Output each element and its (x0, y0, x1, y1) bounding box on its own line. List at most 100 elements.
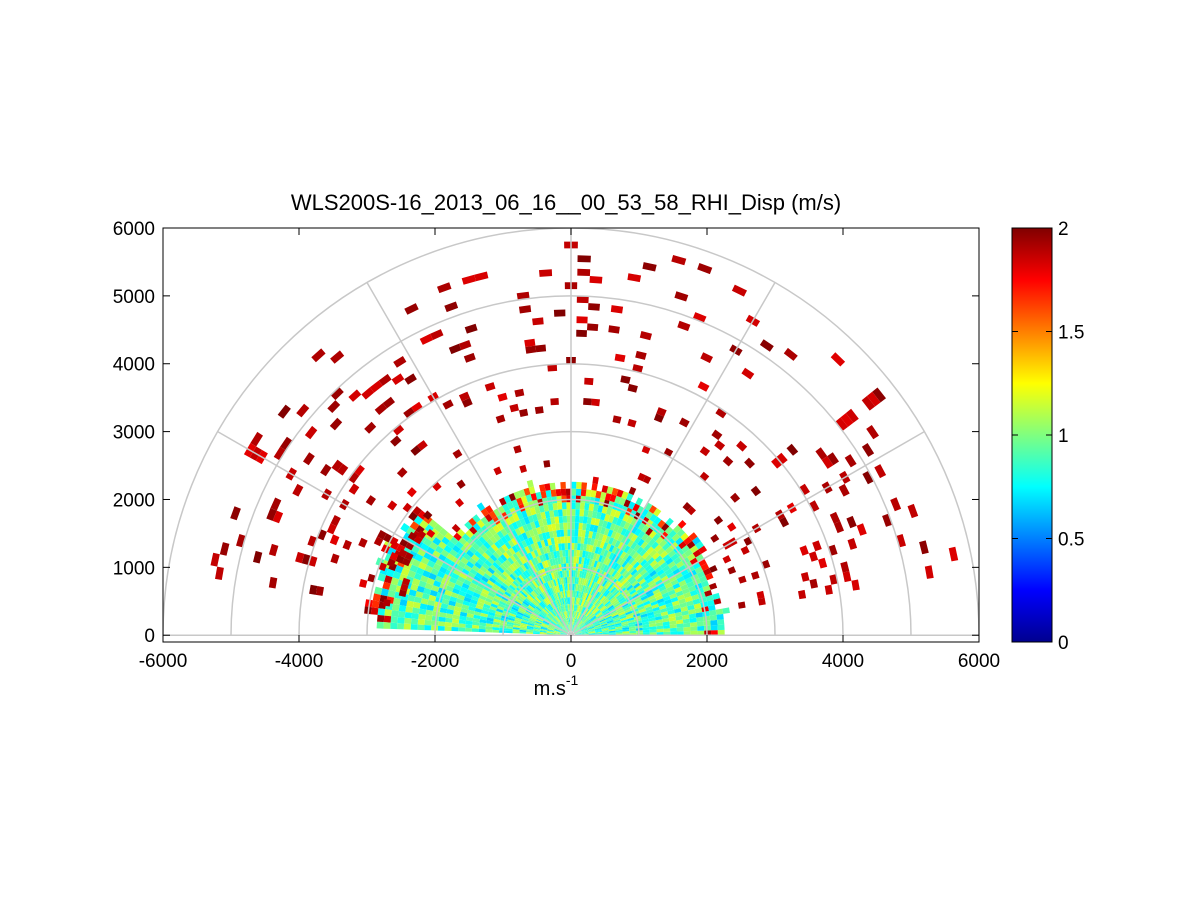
scan-cell (641, 508, 649, 517)
scan-cell (594, 546, 600, 554)
scan-cell (604, 493, 612, 501)
scan-cell (567, 617, 570, 625)
scan-cell (598, 562, 604, 570)
scan-cell (577, 605, 581, 612)
scan-cell (614, 621, 622, 625)
scan-cell (587, 551, 592, 559)
scan-cell (554, 627, 562, 631)
scan-cell (847, 538, 858, 550)
scan-cell (494, 613, 502, 618)
scan-cell (454, 602, 463, 608)
scan-cell (403, 407, 415, 419)
scan-cell (563, 604, 566, 612)
angle-spoke (570, 430, 925, 636)
scan-cell (424, 582, 433, 590)
scan-cell (413, 572, 423, 581)
scan-cell (541, 561, 547, 569)
scan-cell (556, 529, 561, 538)
scan-cell (515, 615, 523, 620)
scan-cell (546, 632, 554, 634)
scan-cell (557, 557, 561, 565)
scan-cell (553, 551, 558, 559)
scan-cell (377, 608, 386, 616)
scan-cell (716, 613, 724, 620)
scan-cell (652, 588, 661, 595)
scan-cell (498, 497, 507, 506)
scan-cell (568, 624, 571, 632)
scan-cell (458, 560, 467, 569)
y-tick-label: 6000 (113, 219, 155, 240)
scan-cell (560, 577, 564, 585)
scan-cell (578, 621, 583, 628)
scan-cell (551, 620, 558, 625)
scan-cell (576, 295, 589, 304)
scan-cell (525, 494, 533, 503)
scan-cell (537, 604, 544, 610)
scan-cell (560, 632, 567, 635)
scan-cell (492, 571, 501, 579)
scan-cell (611, 588, 618, 595)
scan-cell (605, 521, 612, 530)
scan-cell (534, 520, 540, 529)
scan-cell (572, 590, 575, 598)
scan-cell (611, 612, 619, 617)
scan-cell (674, 572, 683, 580)
scan-cell (485, 582, 493, 590)
scan-cell (592, 620, 600, 625)
scan-cell (575, 570, 578, 578)
scan-cell (602, 564, 608, 572)
scan-cell (688, 609, 696, 615)
scan-cell (656, 569, 665, 576)
scan-cell (649, 582, 657, 590)
scan-cell (664, 526, 673, 535)
scan-cell (640, 541, 648, 549)
scan-cell (560, 631, 568, 634)
scan-cell (634, 598, 642, 604)
scan-cell (639, 568, 648, 576)
scan-cell (592, 476, 599, 485)
scan-cell (591, 606, 597, 612)
scan-cell (544, 510, 551, 519)
scan-cell (557, 623, 563, 629)
scan-cell (711, 429, 723, 441)
scan-cell (607, 567, 613, 575)
scan-cell (447, 604, 455, 611)
scan-cell (458, 590, 467, 597)
scan-cell (605, 591, 612, 599)
scan-cell (543, 599, 549, 606)
scan-cell (515, 567, 523, 575)
scan-cell (505, 549, 513, 558)
scan-cell (567, 597, 569, 605)
scan-cell (676, 623, 684, 628)
scan-cell (647, 579, 656, 587)
scan-cell (431, 585, 440, 592)
scan-cell (456, 528, 466, 538)
scan-cell (564, 611, 567, 619)
scan-cell (410, 624, 418, 630)
scan-cell (440, 603, 449, 609)
scan-cell (575, 488, 582, 496)
scan-cell (601, 596, 607, 603)
scan-cell (613, 590, 620, 597)
scan-cell (483, 573, 491, 580)
scan-cell (509, 403, 519, 413)
scan-cell (557, 502, 563, 510)
scan-cell (624, 529, 631, 538)
scan-cell (422, 570, 431, 578)
scan-cell (560, 598, 564, 606)
scan-cell (623, 521, 631, 530)
scan-cell (574, 611, 577, 618)
scan-cell (757, 597, 766, 606)
scan-cell (648, 505, 657, 514)
scan-cell (674, 586, 682, 593)
scan-cell (486, 617, 494, 622)
scan-cell (856, 523, 867, 536)
scan-cell (605, 558, 612, 566)
scan-cell (575, 604, 578, 612)
scan-cell (536, 578, 542, 586)
scan-cell (575, 597, 578, 605)
scan-cell (529, 603, 536, 609)
scan-cell (512, 629, 520, 632)
scan-cell (697, 381, 710, 392)
scan-cell (475, 572, 484, 580)
